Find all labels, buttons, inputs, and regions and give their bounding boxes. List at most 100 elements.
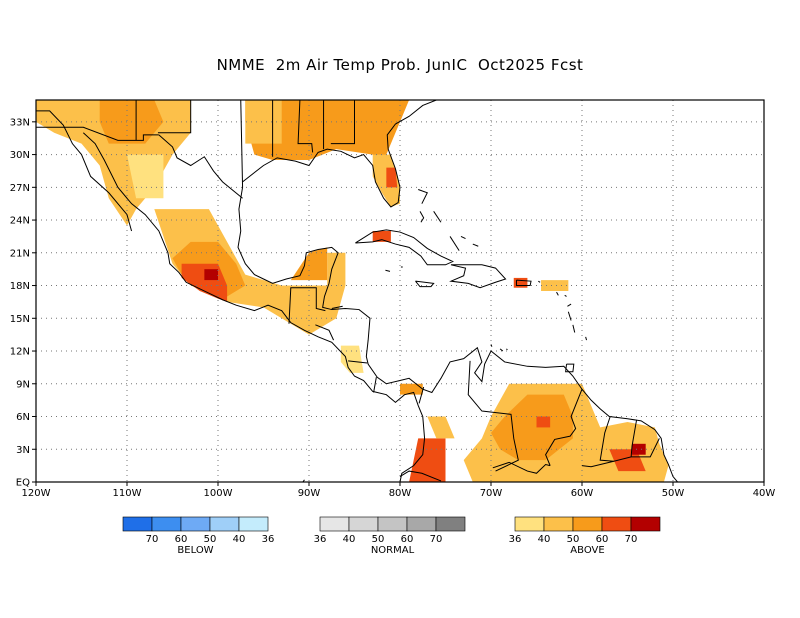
legend-swatch bbox=[238, 516, 269, 532]
legend-swatch bbox=[377, 516, 408, 532]
legend-tick: 70 bbox=[430, 534, 443, 545]
coastline bbox=[460, 235, 466, 240]
lat-tick-label: EQ bbox=[16, 478, 30, 489]
legend-swatch bbox=[630, 516, 661, 532]
legend-tick: 70 bbox=[625, 534, 638, 545]
lat-tick-label: 6N bbox=[16, 412, 30, 423]
coastline bbox=[490, 344, 493, 347]
coastline bbox=[418, 189, 428, 204]
legend-swatch bbox=[209, 516, 240, 532]
prob-region bbox=[400, 383, 423, 395]
coastline bbox=[492, 461, 551, 474]
lat-tick-label: 15N bbox=[10, 314, 30, 325]
legend-tick: 70 bbox=[146, 534, 159, 545]
prob-region bbox=[154, 209, 346, 335]
coastline bbox=[419, 211, 425, 223]
prob-region bbox=[536, 416, 551, 428]
lat-tick-label: 18N bbox=[10, 281, 30, 292]
legend-tick: 36 bbox=[314, 534, 327, 545]
prob-region bbox=[290, 247, 328, 281]
prob-region bbox=[632, 443, 646, 455]
lon-tick-label: 40W bbox=[753, 488, 776, 499]
coastline bbox=[556, 291, 559, 296]
prob-region bbox=[386, 167, 398, 188]
coastline bbox=[581, 438, 660, 468]
legend-tick: 50 bbox=[567, 534, 580, 545]
lat-lon-grid bbox=[36, 100, 764, 482]
coastline bbox=[82, 132, 426, 482]
coastline bbox=[415, 280, 435, 288]
legend-tick: 50 bbox=[204, 534, 217, 545]
lon-tick-label: 50W bbox=[662, 488, 685, 499]
coastline bbox=[538, 280, 541, 283]
prob-region bbox=[541, 280, 569, 291]
lon-tick-label: 110W bbox=[113, 488, 142, 499]
coastline bbox=[315, 324, 335, 341]
coastline bbox=[297, 100, 314, 153]
axis-labels: 120W 110W 100W 90W 80W 70W 60W 50W 40W EQ 3N 6N 9N 12… bbox=[10, 117, 776, 499]
coastline bbox=[385, 269, 391, 272]
coastline bbox=[373, 377, 377, 393]
prob-region bbox=[513, 277, 528, 288]
legend-swatch bbox=[122, 516, 153, 532]
lat-tick-label: 30N bbox=[10, 150, 30, 161]
coastline bbox=[355, 229, 454, 266]
coastline bbox=[585, 336, 588, 341]
coastline bbox=[157, 100, 192, 134]
prob-region bbox=[245, 100, 410, 166]
coastline bbox=[237, 100, 678, 482]
coastline bbox=[449, 236, 460, 251]
map-title: NMME 2m Air Temp Prob. JunIC Oct2025 Fcs… bbox=[216, 56, 584, 74]
prob-region bbox=[340, 345, 364, 373]
probability-cells bbox=[36, 100, 669, 482]
coastlines bbox=[36, 100, 678, 482]
coastline bbox=[418, 386, 425, 404]
coastline bbox=[515, 279, 532, 287]
legend-label: NORMAL bbox=[371, 545, 415, 556]
legend-swatch bbox=[601, 516, 632, 532]
coastline bbox=[567, 311, 572, 321]
legend-swatch bbox=[406, 516, 437, 532]
legend-swatch bbox=[180, 516, 211, 532]
coastline bbox=[36, 110, 133, 232]
legend-swatch bbox=[435, 516, 466, 532]
coastline bbox=[565, 363, 575, 373]
lat-tick-label: 3N bbox=[16, 445, 30, 456]
coastline bbox=[158, 134, 243, 199]
lon-tick-label: 100W bbox=[204, 488, 233, 499]
legend-tick: 60 bbox=[401, 534, 414, 545]
lon-tick-label: 120W bbox=[22, 488, 51, 499]
legend-swatch bbox=[572, 516, 603, 532]
lat-tick-label: 24N bbox=[10, 216, 30, 227]
coastline bbox=[449, 264, 507, 289]
lat-tick-label: 33N bbox=[10, 117, 30, 128]
lon-tick-label: 80W bbox=[389, 488, 412, 499]
legend-swatch bbox=[151, 516, 182, 532]
prob-region bbox=[372, 230, 391, 242]
lon-tick-label: 70W bbox=[480, 488, 503, 499]
legend-label: BELOW bbox=[177, 545, 213, 556]
lat-tick-label: 21N bbox=[10, 248, 30, 259]
coastline bbox=[564, 294, 567, 297]
legend-tick: 40 bbox=[233, 534, 246, 545]
coastline bbox=[467, 360, 519, 472]
coastline bbox=[242, 100, 437, 208]
coastline bbox=[472, 243, 479, 247]
coastline bbox=[506, 348, 508, 351]
coastline bbox=[499, 348, 504, 352]
legend-tick: 50 bbox=[372, 534, 385, 545]
coastline bbox=[545, 389, 583, 466]
legend-swatch bbox=[514, 516, 545, 532]
coastline bbox=[348, 360, 368, 364]
lat-tick-label: 27N bbox=[10, 183, 30, 194]
coastline bbox=[572, 324, 576, 333]
coastline bbox=[36, 126, 159, 141]
legend-swatch bbox=[543, 516, 574, 532]
legend-swatch bbox=[348, 516, 379, 532]
legend-tick: 36 bbox=[262, 534, 275, 545]
lon-tick-label: 60W bbox=[571, 488, 594, 499]
legend-label: ABOVE bbox=[570, 545, 604, 556]
coastline bbox=[302, 479, 305, 482]
lat-tick-label: 9N bbox=[16, 379, 30, 390]
